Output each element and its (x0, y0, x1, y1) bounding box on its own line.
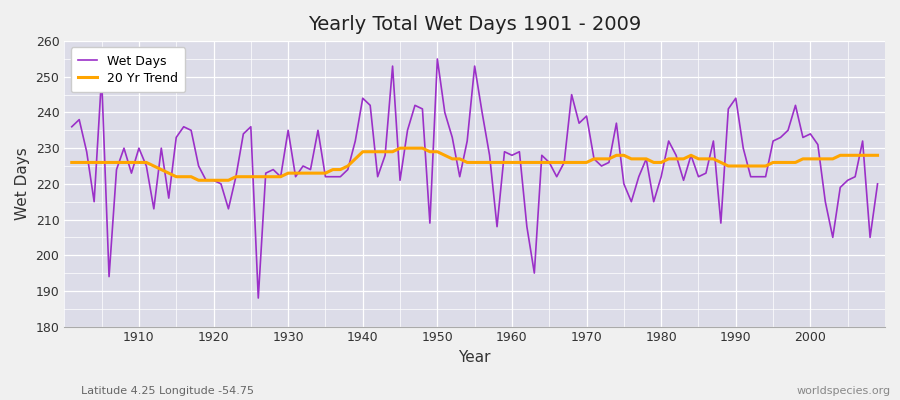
Legend: Wet Days, 20 Yr Trend: Wet Days, 20 Yr Trend (70, 47, 185, 92)
Wet Days (872, 182, 883, 186)
20 Yr Trend (67, 160, 77, 165)
Wet Days (342, 167, 353, 172)
20 Yr Trend (514, 160, 525, 165)
20 Yr Trend (872, 153, 883, 158)
Wet Days (432, 56, 443, 61)
Text: worldspecies.org: worldspecies.org (796, 386, 891, 396)
20 Yr Trend (342, 164, 353, 168)
Y-axis label: Wet Days: Wet Days (15, 148, 30, 220)
20 Yr Trend (521, 160, 532, 165)
Title: Yearly Total Wet Days 1901 - 2009: Yearly Total Wet Days 1901 - 2009 (308, 15, 642, 34)
Text: Latitude 4.25 Longitude -54.75: Latitude 4.25 Longitude -54.75 (81, 386, 254, 396)
20 Yr Trend (194, 178, 204, 183)
X-axis label: Year: Year (458, 350, 491, 365)
Wet Days (298, 164, 309, 168)
20 Yr Trend (126, 160, 137, 165)
Wet Days (253, 296, 264, 300)
Wet Days (611, 121, 622, 126)
20 Yr Trend (394, 146, 405, 150)
Line: 20 Yr Trend: 20 Yr Trend (72, 148, 878, 180)
Wet Days (126, 171, 137, 176)
Wet Days (67, 124, 77, 129)
Wet Days (514, 149, 525, 154)
Wet Days (521, 224, 532, 229)
20 Yr Trend (611, 153, 622, 158)
20 Yr Trend (298, 171, 309, 176)
Line: Wet Days: Wet Days (72, 59, 878, 298)
